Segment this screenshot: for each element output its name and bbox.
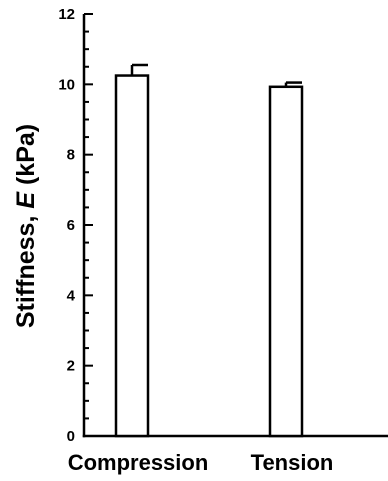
y-tick-label: 10 [58,76,75,93]
y-tick-label: 2 [67,358,75,375]
x-tick-label-compression: Compression [68,450,209,475]
bars [114,74,304,438]
y-tick-labels: 0 2 4 6 8 10 12 [58,6,75,445]
y-axis-title-prefix: Stiffness, [12,209,40,328]
y-ticks [84,13,93,437]
error-bars [130,63,302,87]
x-tick-labels: Compression Tension [68,450,334,475]
y-tick-label: 6 [67,217,75,234]
y-tick-label: 0 [67,428,75,445]
y-axis: 0 2 4 6 8 10 12 [58,6,93,445]
y-tick-label: 12 [58,6,75,23]
y-axis-title: Stiffness, E (kPa) [12,124,40,328]
x-axis: Compression Tension [68,434,388,475]
bar-compression [114,74,150,438]
bar-tension [268,85,304,438]
x-tick-label-tension: Tension [251,450,334,475]
y-tick-label: 8 [67,147,75,164]
y-axis-title-suffix: (kPa) [12,124,40,192]
y-axis-title-symbol: E [12,191,40,209]
y-tick-label: 4 [67,287,76,304]
